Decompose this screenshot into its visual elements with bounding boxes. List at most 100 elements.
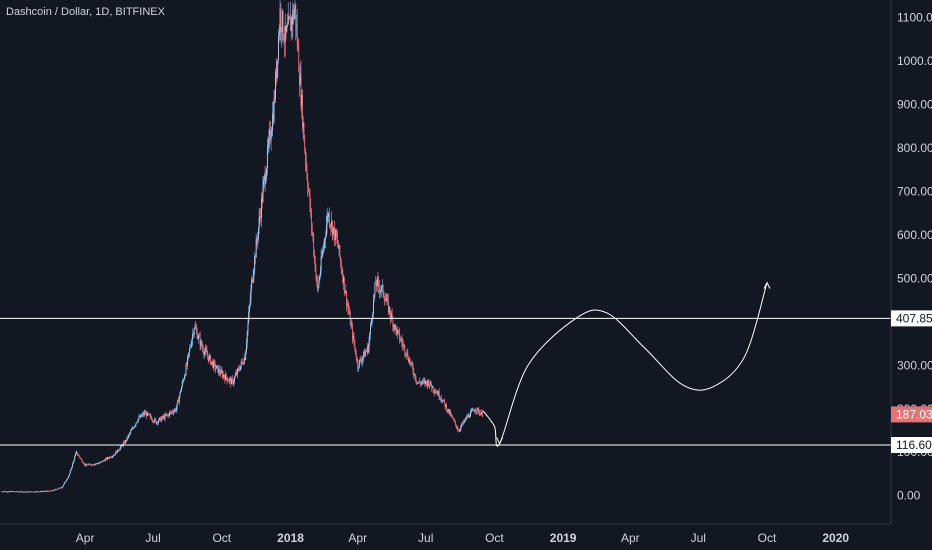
candle-body — [385, 299, 387, 301]
candle-body — [357, 359, 359, 369]
candle-body — [311, 226, 313, 233]
candle-body — [36, 491, 38, 493]
candle-body — [369, 333, 371, 342]
candle-body — [287, 16, 289, 25]
candle-body — [66, 479, 67, 482]
candle-body — [181, 382, 183, 388]
candle-body — [107, 457, 108, 460]
candle-body — [255, 255, 256, 258]
candle-body — [252, 279, 253, 283]
candle-body — [284, 25, 286, 42]
candle-body — [92, 464, 94, 466]
candle-body — [151, 420, 153, 422]
candle-body — [163, 416, 165, 419]
price-tick-label: 0.00 — [897, 489, 921, 503]
candle-body — [328, 213, 330, 217]
candle-body — [116, 451, 117, 454]
candle-body — [151, 417, 153, 421]
candle-body — [423, 380, 425, 382]
candle-body — [23, 491, 25, 493]
candle-body — [299, 72, 300, 85]
candle-body — [21, 491, 23, 493]
candle-body — [161, 416, 163, 419]
candle-body — [24, 491, 26, 493]
candle-body — [180, 391, 182, 393]
candle-body — [443, 399, 445, 401]
candle-body — [111, 456, 113, 458]
candle-body — [78, 455, 80, 457]
chart-title: Dashcoin / Dollar, 1D, BITFINEX — [6, 6, 165, 18]
candle-body — [22, 491, 23, 493]
candle-body — [387, 299, 389, 312]
candle-body — [392, 317, 394, 327]
candle-body — [64, 481, 66, 484]
candle-body — [62, 485, 64, 488]
candle-body — [1, 491, 3, 493]
candle-body — [144, 412, 146, 414]
candle-body — [410, 363, 412, 364]
candle-body — [318, 279, 320, 287]
candle-body — [37, 491, 39, 493]
candle-body — [81, 459, 83, 462]
candle-body — [177, 399, 179, 404]
candle-body — [194, 326, 196, 329]
candle-body — [85, 464, 87, 466]
projection — [482, 281, 771, 447]
candle-body — [198, 335, 200, 339]
candle-body — [244, 357, 246, 360]
candle-body — [308, 190, 310, 194]
candle-body — [123, 441, 125, 444]
candle-body — [299, 74, 301, 85]
candle-body — [435, 391, 437, 393]
candle-body — [172, 411, 173, 413]
candle-body — [139, 416, 141, 418]
candle-body — [213, 361, 215, 363]
candle-body — [330, 225, 332, 227]
candle-body — [67, 477, 69, 479]
candle-body — [236, 373, 238, 375]
candle-body — [214, 362, 216, 369]
candle-body — [352, 326, 353, 339]
candle-body — [278, 35, 279, 60]
candle-body — [190, 347, 191, 349]
candle-body — [51, 490, 52, 492]
candle-body — [92, 464, 94, 466]
candle-body — [89, 464, 91, 466]
candle-body — [190, 345, 192, 348]
candle-body — [143, 412, 145, 416]
candle-body — [71, 467, 73, 470]
candle-body — [184, 375, 186, 377]
candle-body — [210, 355, 212, 365]
candle-body — [322, 247, 324, 251]
candle-body — [165, 414, 167, 416]
candle-body — [422, 380, 424, 383]
candle-body — [387, 298, 389, 300]
candle-body — [38, 491, 40, 493]
candle-body — [350, 324, 352, 325]
candle-body — [452, 416, 453, 419]
candle-body — [349, 312, 351, 325]
candle-body — [272, 113, 274, 122]
candle-body — [164, 414, 166, 419]
candle-body — [337, 238, 338, 244]
candle-body — [433, 390, 435, 392]
price-tick-label: 700.00 — [897, 184, 932, 198]
candle-body — [120, 445, 122, 448]
candle-body — [77, 453, 79, 455]
candle-body — [386, 298, 388, 301]
candle-body — [245, 351, 247, 360]
candle-body — [459, 429, 461, 431]
candle-body — [290, 17, 291, 31]
candle-body — [163, 416, 164, 418]
candle-body — [90, 464, 92, 466]
candle-body — [130, 430, 132, 433]
candle-body — [284, 41, 285, 43]
candle-body — [148, 414, 150, 415]
candle-body — [51, 490, 53, 492]
candle-body — [105, 458, 107, 460]
projection-curve[interactable] — [482, 282, 768, 447]
candle-body — [146, 412, 148, 417]
candle-body — [457, 428, 459, 431]
candle-body — [158, 418, 160, 422]
